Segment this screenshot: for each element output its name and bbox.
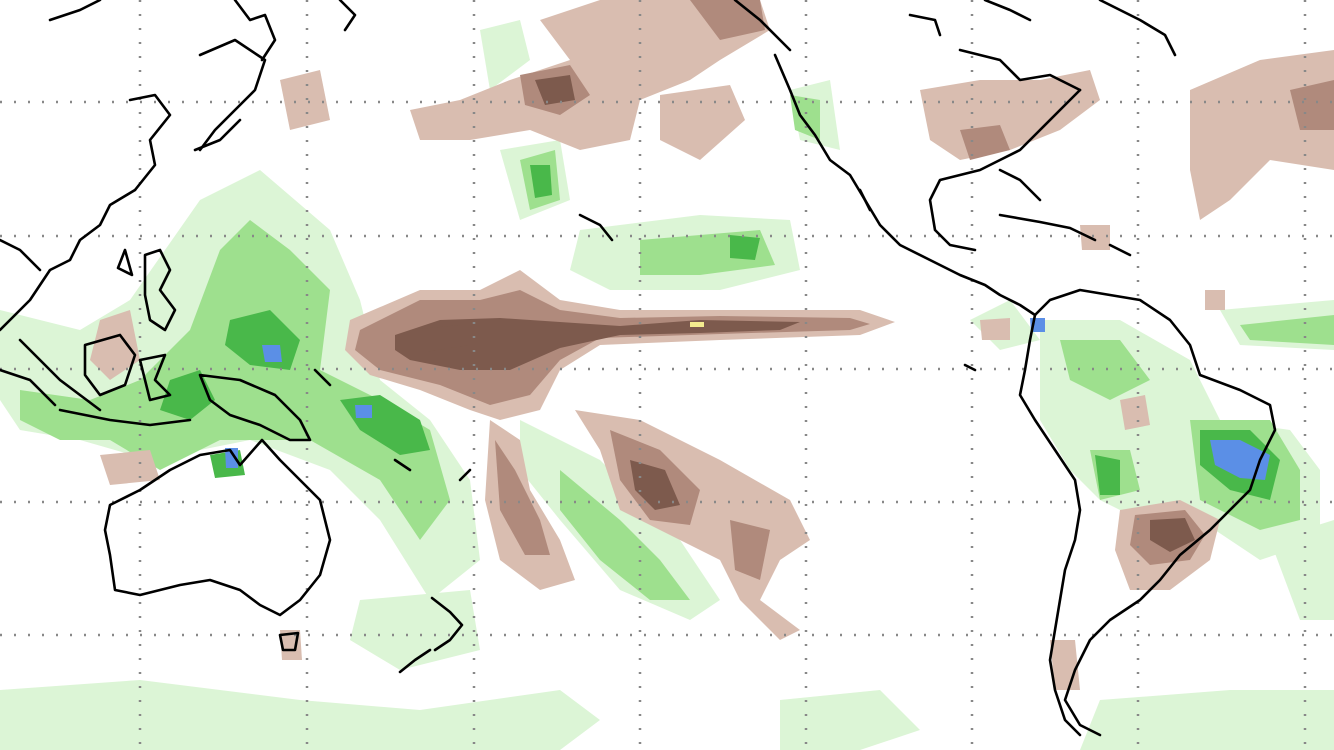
anomaly-max-marker	[690, 322, 704, 327]
dry-anomaly-strong	[395, 75, 1195, 552]
coastlines	[0, 0, 1277, 737]
wet-anomaly-extreme	[225, 318, 1270, 480]
